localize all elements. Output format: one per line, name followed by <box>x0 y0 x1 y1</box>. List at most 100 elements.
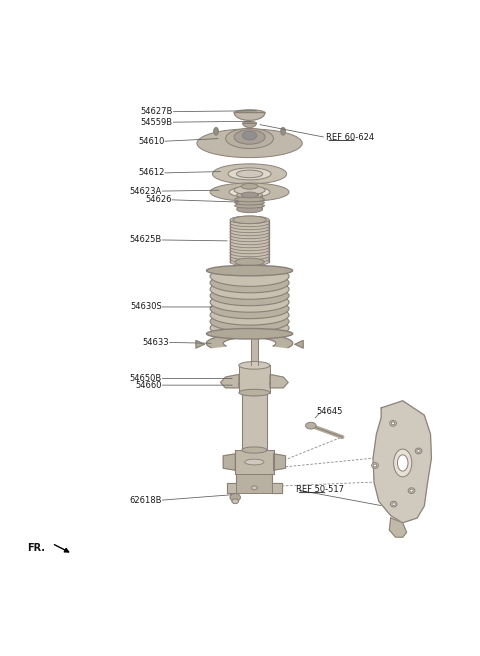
Ellipse shape <box>235 200 264 205</box>
Polygon shape <box>295 340 303 348</box>
Polygon shape <box>206 334 293 348</box>
Ellipse shape <box>252 486 257 490</box>
Ellipse shape <box>210 266 289 287</box>
Ellipse shape <box>250 329 259 334</box>
Text: 54650B: 54650B <box>130 374 162 383</box>
Polygon shape <box>272 483 282 493</box>
Ellipse shape <box>397 455 408 471</box>
Ellipse shape <box>210 292 289 312</box>
Polygon shape <box>234 113 265 120</box>
Ellipse shape <box>241 192 258 198</box>
Ellipse shape <box>392 502 396 506</box>
Ellipse shape <box>394 449 412 477</box>
Polygon shape <box>196 340 204 348</box>
Ellipse shape <box>237 192 263 198</box>
Ellipse shape <box>243 121 256 125</box>
Ellipse shape <box>242 390 267 396</box>
Ellipse shape <box>230 225 269 233</box>
Text: 54645: 54645 <box>317 407 343 416</box>
Ellipse shape <box>230 234 269 241</box>
Ellipse shape <box>239 389 270 396</box>
Bar <box>239 365 270 392</box>
Ellipse shape <box>251 332 258 336</box>
Text: 54633: 54633 <box>143 338 169 347</box>
Ellipse shape <box>241 184 258 189</box>
Ellipse shape <box>228 168 271 180</box>
Polygon shape <box>373 401 432 523</box>
Ellipse shape <box>232 499 239 504</box>
Ellipse shape <box>229 187 270 197</box>
Ellipse shape <box>245 459 264 465</box>
Ellipse shape <box>230 321 269 335</box>
Ellipse shape <box>242 447 267 453</box>
Ellipse shape <box>230 231 269 239</box>
Ellipse shape <box>230 249 269 256</box>
Text: 62618B: 62618B <box>130 496 162 505</box>
Text: FR.: FR. <box>27 543 45 553</box>
Ellipse shape <box>237 206 263 213</box>
Text: 54559B: 54559B <box>141 117 173 127</box>
Ellipse shape <box>235 258 264 266</box>
Text: REF 60-624: REF 60-624 <box>326 133 374 142</box>
Text: 54625B: 54625B <box>130 236 162 245</box>
Text: 54660: 54660 <box>135 380 162 390</box>
Ellipse shape <box>281 127 286 135</box>
Ellipse shape <box>234 110 265 115</box>
Ellipse shape <box>214 127 218 135</box>
Ellipse shape <box>242 131 257 140</box>
Polygon shape <box>223 454 235 470</box>
Bar <box>237 474 272 493</box>
Ellipse shape <box>210 183 289 201</box>
Polygon shape <box>227 483 237 493</box>
Polygon shape <box>389 518 407 537</box>
Ellipse shape <box>230 222 269 230</box>
Ellipse shape <box>230 246 269 254</box>
Text: 54612: 54612 <box>138 169 164 177</box>
Ellipse shape <box>390 501 397 507</box>
Ellipse shape <box>230 243 269 251</box>
Polygon shape <box>221 375 239 388</box>
Ellipse shape <box>210 312 289 331</box>
Ellipse shape <box>234 186 265 194</box>
Ellipse shape <box>373 464 377 467</box>
Bar <box>237 195 263 209</box>
Ellipse shape <box>230 255 269 263</box>
Ellipse shape <box>230 258 269 266</box>
Ellipse shape <box>230 240 269 248</box>
Ellipse shape <box>239 361 270 369</box>
Ellipse shape <box>233 216 266 224</box>
Ellipse shape <box>213 164 287 184</box>
Ellipse shape <box>417 449 420 453</box>
Ellipse shape <box>206 265 293 276</box>
Ellipse shape <box>210 298 289 319</box>
Text: 54623A: 54623A <box>130 186 162 195</box>
Text: REF 50-517: REF 50-517 <box>297 485 345 494</box>
Ellipse shape <box>230 219 269 227</box>
Text: 54627B: 54627B <box>141 107 173 116</box>
Polygon shape <box>270 375 288 388</box>
Polygon shape <box>274 454 286 470</box>
Text: 54610: 54610 <box>138 137 164 146</box>
Ellipse shape <box>230 216 269 224</box>
Ellipse shape <box>237 170 263 178</box>
Ellipse shape <box>210 273 289 293</box>
Ellipse shape <box>230 252 269 260</box>
Ellipse shape <box>390 420 396 426</box>
Ellipse shape <box>230 228 269 236</box>
Ellipse shape <box>408 488 415 493</box>
Ellipse shape <box>415 448 422 454</box>
Ellipse shape <box>230 237 269 245</box>
Bar <box>242 392 267 450</box>
Ellipse shape <box>306 422 316 429</box>
Ellipse shape <box>230 493 240 501</box>
Ellipse shape <box>210 318 289 338</box>
Ellipse shape <box>410 489 413 492</box>
Ellipse shape <box>206 140 293 156</box>
Polygon shape <box>230 220 269 262</box>
FancyArrowPatch shape <box>54 544 69 552</box>
Bar <box>241 186 258 195</box>
Ellipse shape <box>210 279 289 299</box>
Ellipse shape <box>210 285 289 306</box>
Ellipse shape <box>206 329 293 339</box>
Ellipse shape <box>391 422 395 425</box>
